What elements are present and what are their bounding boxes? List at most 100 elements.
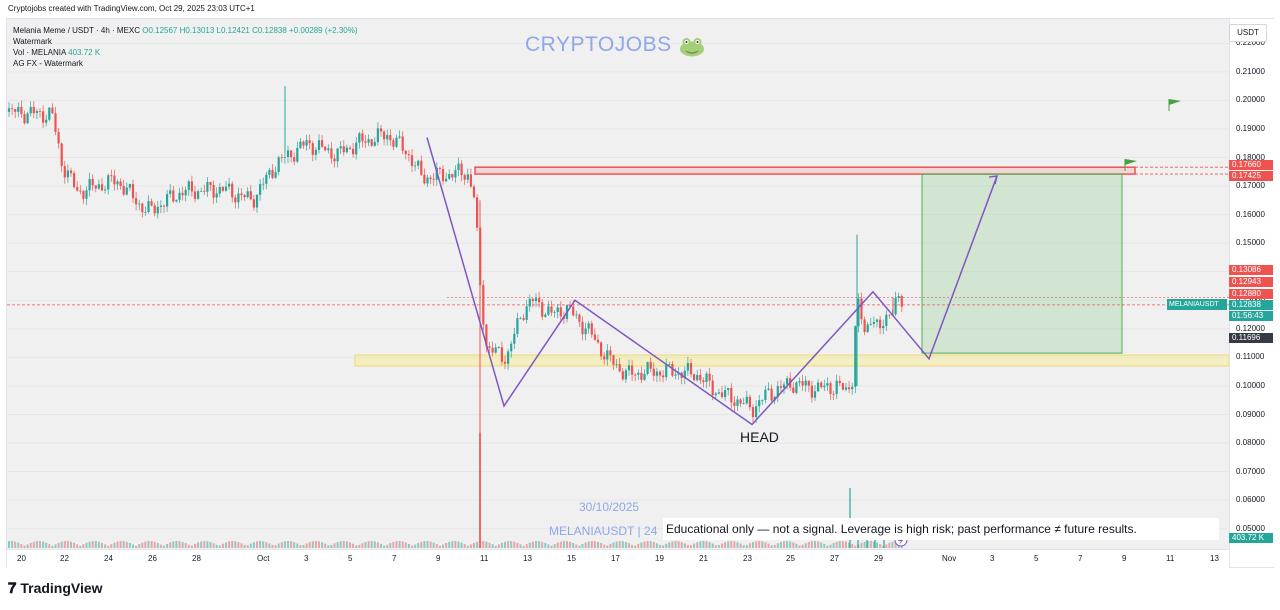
- volume-bar: [559, 541, 562, 548]
- time-tick-label: 7: [1078, 554, 1083, 563]
- volume-bar: [659, 544, 661, 548]
- volume-bar: [29, 542, 32, 548]
- volume-bar: [801, 544, 804, 548]
- time-tick-label: 24: [104, 554, 113, 563]
- candle-body: [448, 173, 451, 179]
- chart-caption: Cryptojobs created with TradingView.com,…: [8, 4, 255, 13]
- tradingview-logo-icon: 𝟕: [8, 580, 17, 597]
- legend-volume[interactable]: Vol · MELANIA 403.72 K: [13, 47, 358, 58]
- volume-bar: [386, 544, 389, 548]
- watermark-text: CRYPTOJOBS: [525, 33, 672, 56]
- volume-bar: [634, 545, 637, 548]
- volume-bar: [727, 541, 730, 548]
- currency-button[interactable]: USDT: [1229, 24, 1267, 42]
- pattern-line: [426, 137, 998, 426]
- price-tag-target-high: 0.17660: [1229, 160, 1273, 170]
- price-tag-target-low: 0.17425: [1229, 171, 1273, 181]
- candle-body: [259, 184, 262, 195]
- volume-bar: [14, 541, 17, 548]
- plot-area[interactable]: Melania Meme / USDT · 4h · MEXC O0.12567…: [7, 19, 1230, 549]
- volume-bar: [541, 541, 544, 548]
- candle-body: [476, 197, 479, 228]
- volume-spike: [883, 533, 885, 548]
- volume-bar: [175, 541, 178, 548]
- candle-body: [689, 363, 693, 375]
- candle-body: [575, 314, 578, 316]
- volume-bar: [73, 542, 76, 548]
- candle-body: [866, 324, 869, 333]
- candle-body: [637, 372, 640, 375]
- time-tick-label: 5: [1034, 554, 1039, 563]
- candle-body: [423, 174, 426, 184]
- volume-bar: [683, 543, 686, 548]
- volume-bar: [119, 541, 122, 548]
- volume-bar: [566, 541, 568, 548]
- candle-body: [38, 111, 42, 112]
- candle-body: [197, 191, 200, 199]
- candle-body: [494, 347, 497, 353]
- volume-bar: [107, 545, 110, 548]
- candle-body: [460, 163, 463, 176]
- candle-body: [897, 296, 900, 298]
- time-tick-label: 21: [699, 554, 708, 563]
- candle-body: [240, 193, 243, 196]
- time-tick-label: 3: [990, 554, 995, 563]
- volume-bar: [85, 542, 88, 548]
- candle-body: [345, 147, 348, 153]
- candle-body: [593, 334, 596, 340]
- candle-body: [404, 150, 407, 155]
- volume-bar: [79, 545, 82, 548]
- volume-bar: [823, 543, 826, 548]
- legend-indicator-2[interactable]: AG FX - Watermark: [13, 59, 83, 68]
- legend-indicator-1[interactable]: Watermark: [13, 37, 52, 46]
- volume-bar: [150, 541, 153, 548]
- volume-bar: [246, 545, 249, 548]
- candle-body: [854, 326, 857, 387]
- candle-body: [618, 364, 621, 372]
- volume-bar: [758, 541, 761, 548]
- candle-body: [733, 402, 736, 406]
- volume-bar: [42, 541, 45, 548]
- candle-body: [32, 107, 35, 114]
- candle-body: [485, 324, 488, 347]
- candle-body: [414, 165, 417, 167]
- candle-body: [531, 298, 534, 302]
- candle-body: [20, 106, 23, 115]
- price-tag-high: 0.13086: [1229, 265, 1273, 275]
- candle-body: [631, 365, 634, 375]
- volume-bar: [748, 543, 751, 548]
- candle-body: [578, 314, 581, 322]
- volume-bar: [82, 544, 85, 548]
- volume-bar: [314, 541, 317, 548]
- volume-bar: [677, 541, 680, 548]
- volume-bar: [274, 545, 277, 548]
- volume-bar: [510, 541, 513, 548]
- volume-bar: [597, 541, 599, 548]
- volume-bar: [218, 545, 221, 548]
- tradingview-logo[interactable]: 𝟕 TradingView: [8, 580, 103, 597]
- candle-body: [234, 197, 237, 203]
- volume-bar: [500, 542, 503, 548]
- candle-body: [321, 140, 324, 147]
- candlestick-chart: [7, 42, 1230, 548]
- candle-body: [352, 148, 355, 155]
- volume-bar: [153, 541, 156, 548]
- volume-bar: [364, 541, 367, 548]
- volume-bar: [863, 541, 866, 548]
- time-axis[interactable]: 20 22 24 26 28 Oct 3 5 7 9 11 13 15 17 19 21 23 25 27 29 Nov…: [7, 549, 1229, 568]
- volume-bar: [122, 541, 125, 548]
- candle-body: [97, 184, 100, 189]
- candle-body: [141, 203, 144, 213]
- time-tick-label: 20: [17, 554, 26, 563]
- candle-body: [324, 146, 327, 151]
- candle-body: [863, 319, 866, 333]
- volume-bar: [228, 541, 231, 548]
- candle-body: [429, 177, 432, 179]
- candle-body: [671, 364, 674, 376]
- volume-bar: [603, 544, 606, 548]
- volume-bar: [894, 541, 897, 548]
- legend-symbol[interactable]: Melania Meme / USDT · 4h · MEXC O0.12567…: [13, 25, 358, 36]
- candle-body: [600, 342, 603, 357]
- candle-body: [441, 168, 445, 182]
- volume-bar: [101, 542, 103, 548]
